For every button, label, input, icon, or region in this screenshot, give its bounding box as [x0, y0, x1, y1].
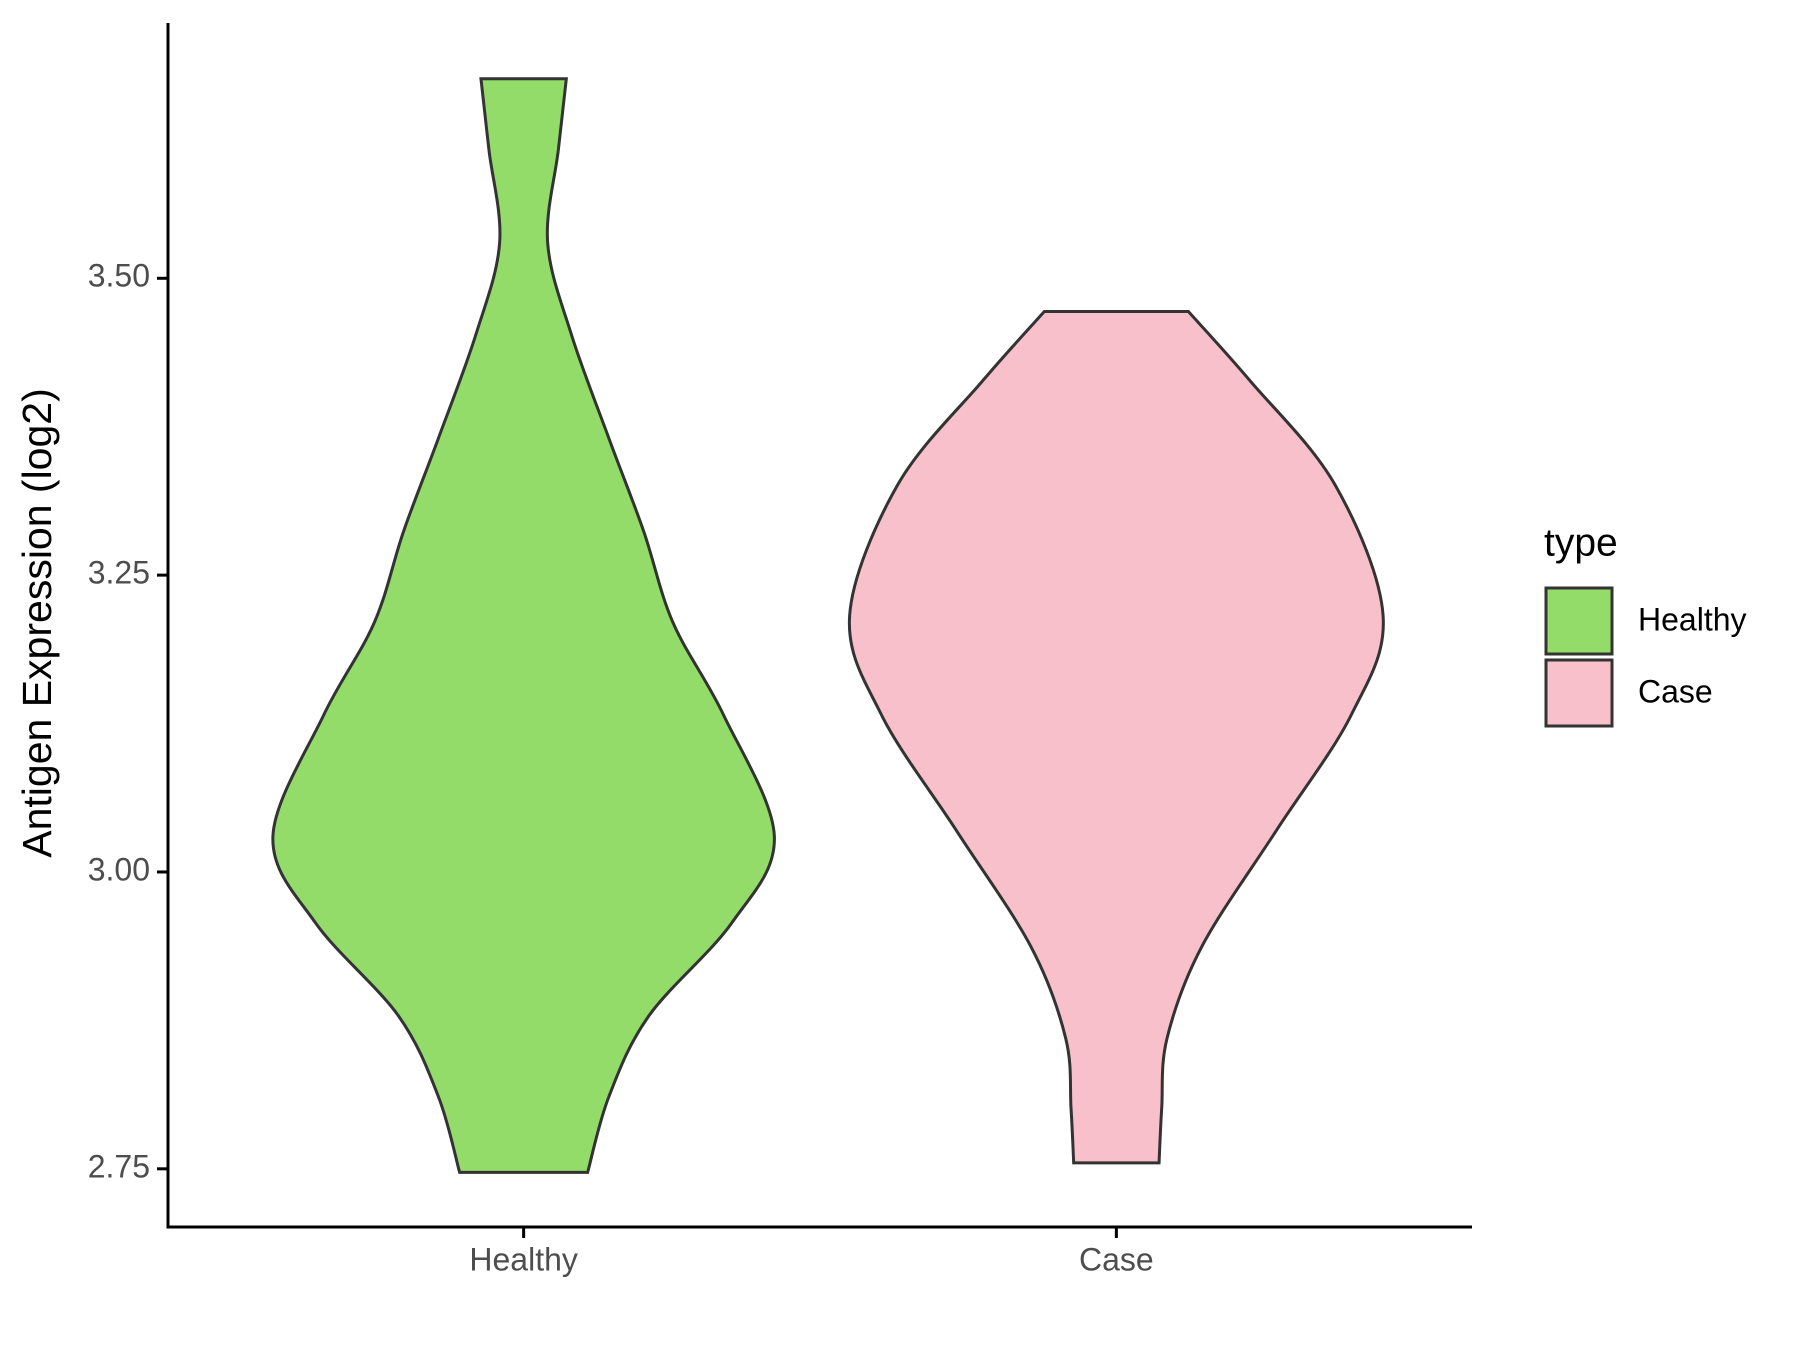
- legend-key: [1544, 658, 1614, 728]
- legend-key: [1544, 586, 1614, 656]
- violin: [847, 310, 1385, 1165]
- y-tick-label: 3.50: [88, 258, 150, 294]
- legend-title: type: [1544, 521, 1618, 564]
- y-tick-label: 2.75: [88, 1148, 150, 1184]
- y-tick-label: 3.25: [88, 555, 150, 591]
- violin: [271, 77, 776, 1174]
- legend-label: Case: [1638, 673, 1713, 709]
- x-tick-label: Case: [1079, 1241, 1154, 1277]
- y-tick-label: 3.00: [88, 851, 150, 887]
- legend-label: Healthy: [1638, 601, 1747, 637]
- x-tick-label: Healthy: [469, 1241, 578, 1277]
- y-axis-title: Antigen Expression (log2): [14, 388, 60, 857]
